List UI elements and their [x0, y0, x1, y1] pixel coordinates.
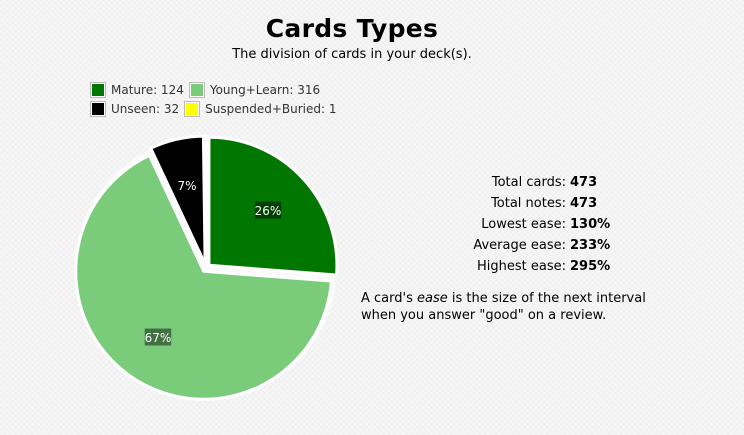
stat-value: 233% — [570, 238, 611, 253]
legend-swatch-box — [90, 81, 106, 98]
stat-label: Total notes: — [491, 196, 566, 211]
pie-label-mature: 26% — [255, 201, 282, 219]
ease-explanation: A card's ease is the size of the next in… — [361, 290, 661, 324]
legend-swatch-box — [90, 100, 106, 117]
pie-label-unseen: 7% — [178, 176, 197, 194]
pie-label-young-learn: 67% — [145, 328, 172, 346]
stat-row-lowest-ease: Lowest ease: 130% — [440, 214, 640, 235]
stat-value: 473 — [570, 196, 598, 211]
chart-title: Cards Types — [265, 14, 439, 43]
stat-label: Highest ease: — [477, 259, 566, 274]
ease-note-after: is the size of the next interval when yo… — [361, 291, 646, 323]
legend-item-young-learn: Young+Learn: 316 — [188, 81, 321, 98]
legend-item-suspended-buried: Suspended+Buried: 1 — [184, 100, 337, 117]
legend-row: Unseen: 32 Suspended+Buried: 1 — [90, 99, 342, 118]
pie-slice-mature — [207, 135, 339, 277]
stat-row-highest-ease: Highest ease: 295% — [440, 256, 640, 277]
legend-swatch-young-learn — [190, 83, 203, 96]
chart-subtitle: The division of cards in your deck(s). — [232, 47, 472, 62]
legend-row: Mature: 124 Young+Learn: 316 — [90, 80, 342, 99]
legend: Mature: 124 Young+Learn: 316 Unseen: 32 … — [90, 80, 342, 118]
stat-value: 130% — [570, 217, 611, 232]
legend-item-mature: Mature: 124 — [90, 81, 184, 98]
stat-row-average-ease: Average ease: 233% — [440, 235, 640, 256]
stat-row-total-notes: Total notes: 473 — [440, 193, 640, 214]
stat-value: 295% — [570, 259, 611, 274]
legend-label-mature: Mature: 124 — [111, 82, 184, 97]
legend-swatch-box — [184, 100, 201, 117]
legend-label-suspended-buried: Suspended+Buried: 1 — [205, 101, 337, 116]
ease-term: ease — [417, 291, 448, 306]
ease-note-before: A card's — [361, 291, 417, 306]
stat-row-total-cards: Total cards: 473 — [440, 172, 640, 193]
pie-label-text: 26% — [255, 204, 282, 218]
legend-swatch-mature — [92, 83, 104, 96]
stats-list: Total cards: 473 Total notes: 473 Lowest… — [440, 172, 640, 277]
pie-slice-young-learn — [74, 153, 333, 401]
legend-swatch-unseen — [92, 102, 104, 115]
stat-label: Lowest ease: — [481, 217, 566, 232]
legend-swatch-suspended-buried — [186, 102, 199, 115]
stat-label: Total cards: — [491, 175, 566, 190]
pie-label-text: 7% — [178, 179, 197, 193]
stat-value: 473 — [570, 175, 598, 190]
pie-slice-suspended-buried — [202, 134, 208, 266]
legend-label-young-learn: Young+Learn: 316 — [209, 82, 321, 97]
legend-label-unseen: Unseen: 32 — [111, 101, 180, 116]
legend-item-unseen: Unseen: 32 — [90, 100, 180, 117]
legend-swatch-box — [188, 81, 205, 98]
pie-label-text: 67% — [145, 331, 172, 345]
stat-label: Average ease: — [473, 238, 566, 253]
